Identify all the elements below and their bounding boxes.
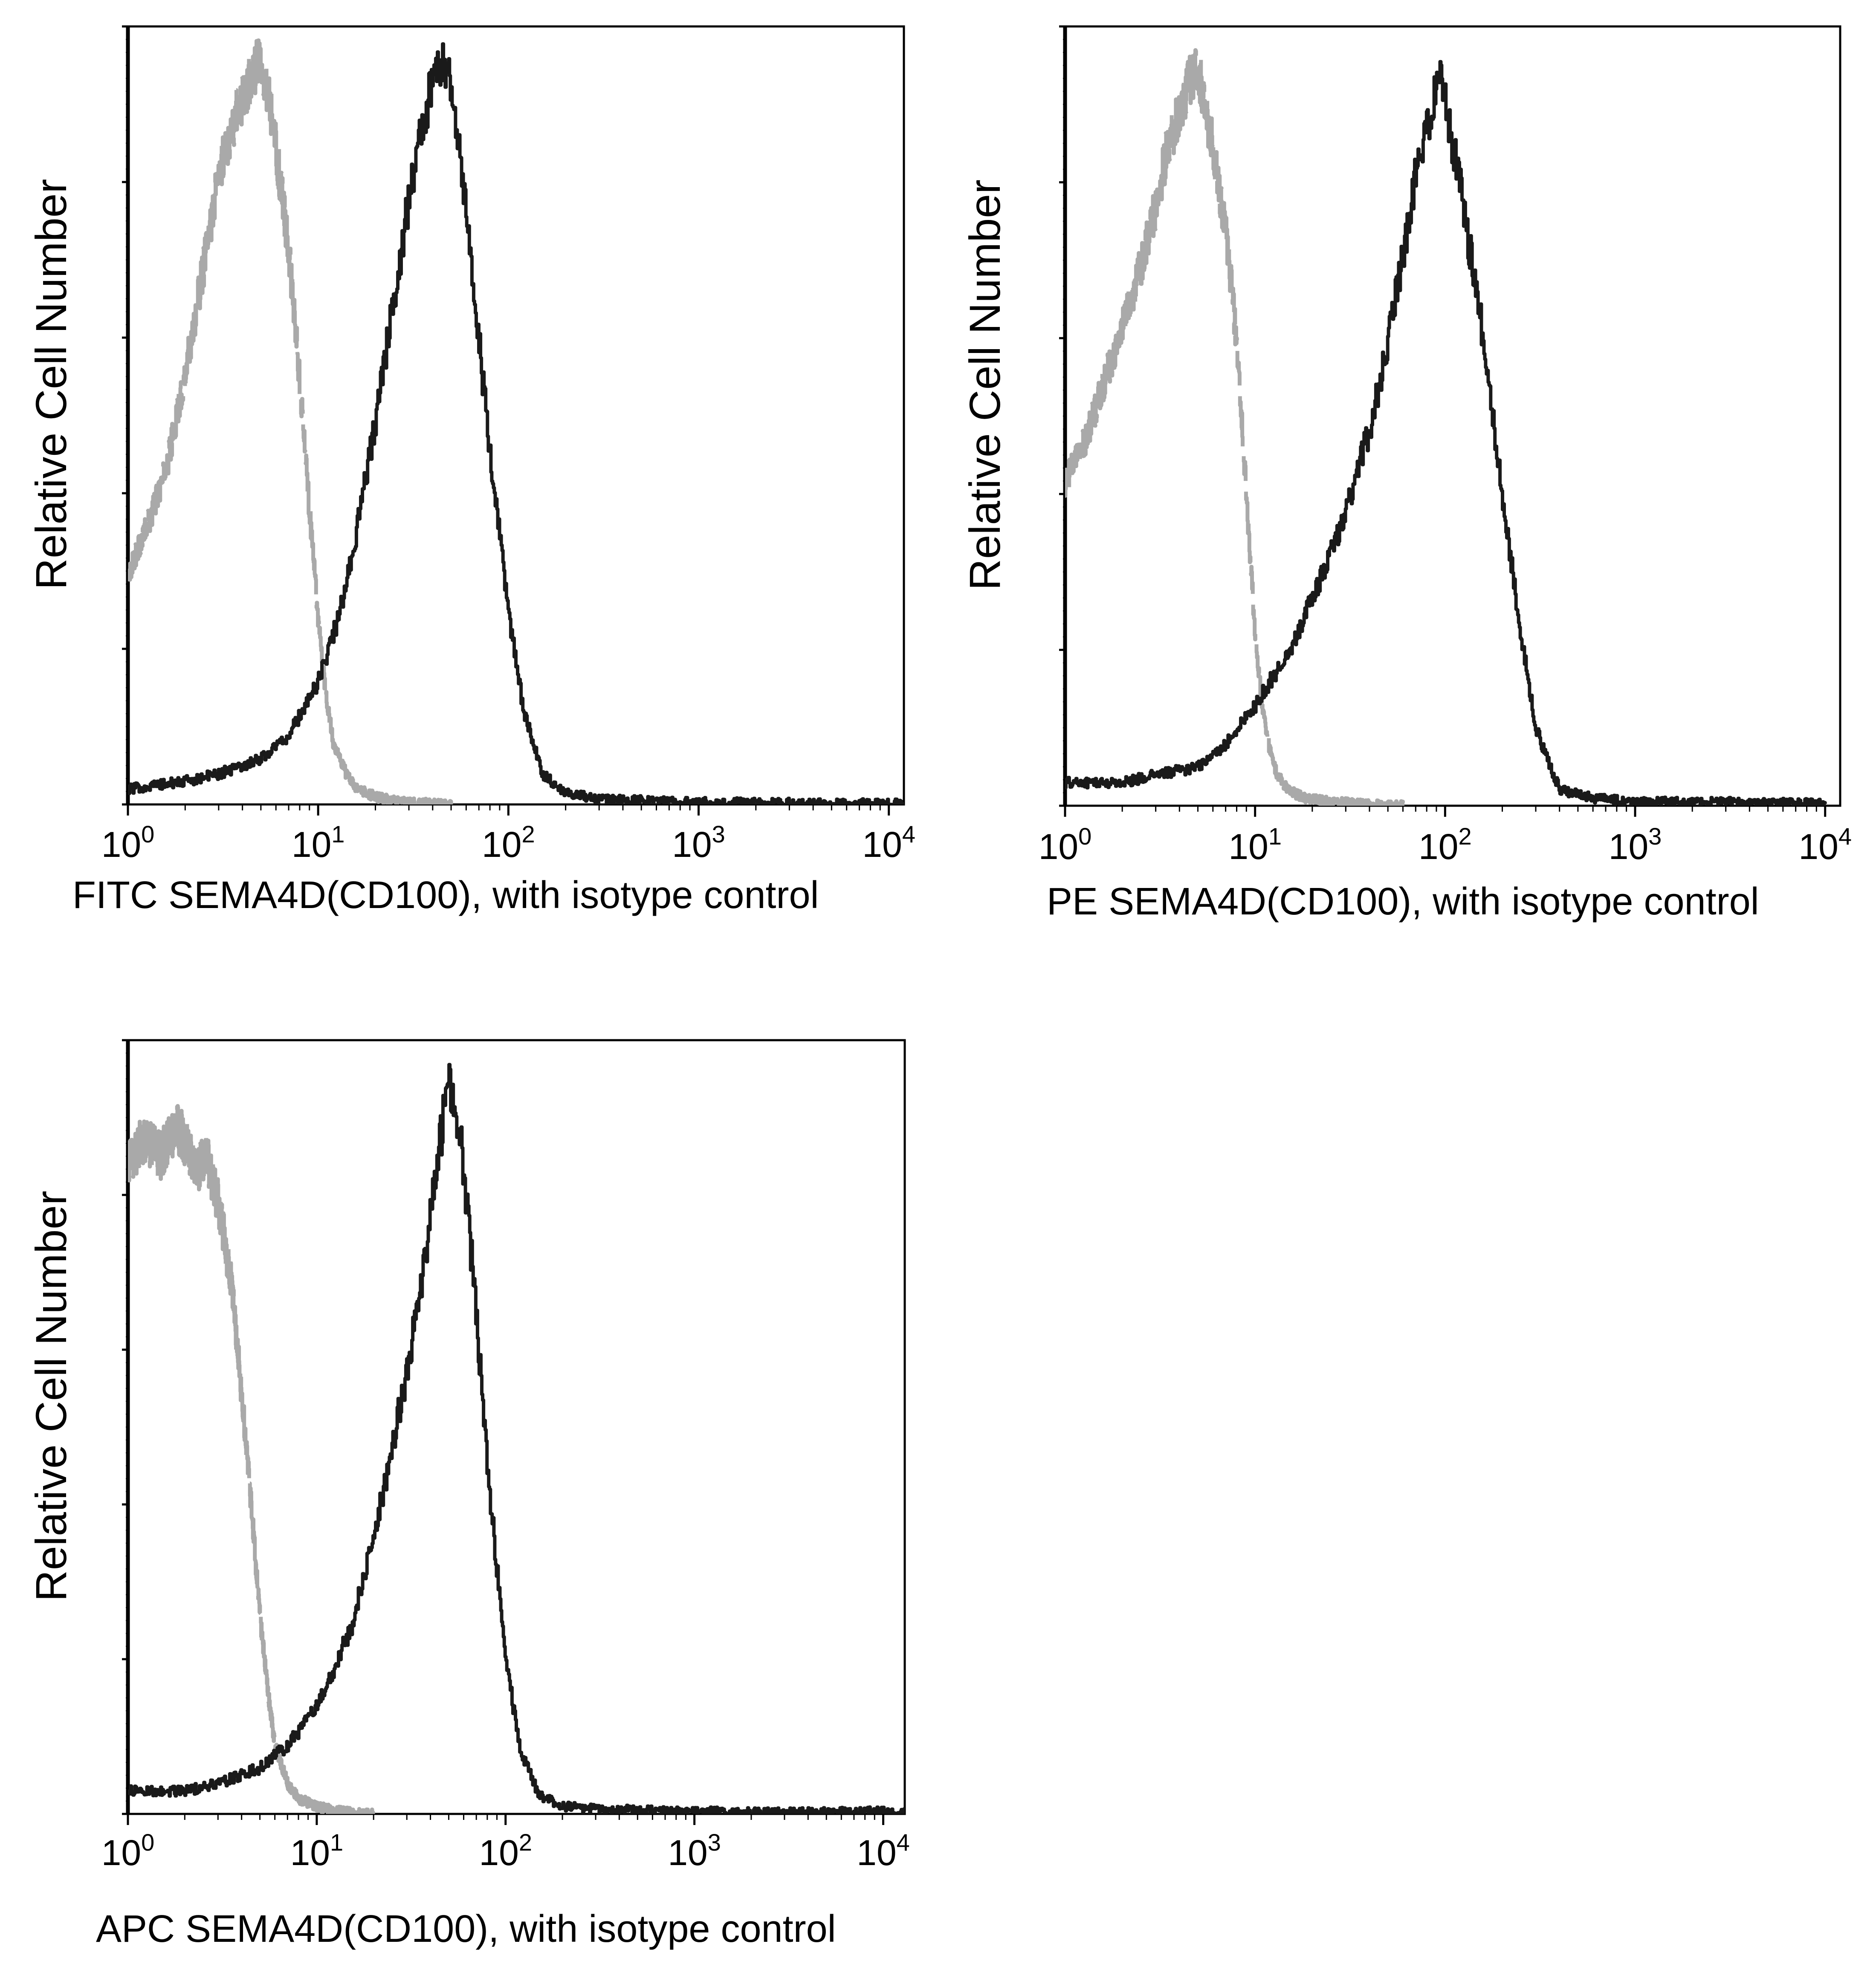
x-tick-base: 10 — [1798, 827, 1838, 867]
x-tick-exponent: 3 — [708, 1829, 721, 1856]
x-tick-label: 102 — [479, 1829, 532, 1873]
sema4d-histogram — [1065, 60, 1827, 806]
x-tick-base: 10 — [857, 1833, 896, 1873]
x-tick-base: 10 — [1039, 827, 1078, 867]
y-axis-label: Relative Cell Number — [27, 179, 75, 590]
x-tick-label: 103 — [1609, 823, 1662, 867]
x-tick-exponent: 4 — [902, 821, 915, 847]
x-tick-label: 100 — [1039, 823, 1092, 867]
x-tick-label: 101 — [292, 821, 345, 865]
x-tick-exponent: 3 — [712, 821, 725, 847]
isotype-control-histogram — [128, 1104, 376, 1814]
x-tick-base: 10 — [1228, 827, 1268, 867]
x-tick-base: 10 — [292, 824, 331, 865]
x-tick-base: 10 — [668, 1833, 707, 1873]
x-tick-label: 102 — [482, 821, 535, 865]
x-tick-base: 10 — [290, 1833, 330, 1873]
x-tick-exponent: 1 — [1268, 823, 1282, 850]
isotype-control-histogram — [1065, 46, 1405, 806]
x-tick-base: 10 — [672, 824, 712, 865]
x-tick-exponent: 3 — [1648, 823, 1662, 850]
x-tick-base: 10 — [1609, 827, 1648, 867]
x-tick-exponent: 2 — [521, 821, 535, 847]
isotype-control-histogram — [128, 38, 453, 804]
x-axis-label: FITC SEMA4D(CD100), with isotype control — [72, 874, 819, 917]
x-tick-exponent: 0 — [1078, 823, 1091, 850]
x-tick-base: 10 — [101, 1833, 141, 1873]
x-tick-exponent: 0 — [141, 1829, 154, 1856]
x-tick-exponent: 2 — [519, 1829, 532, 1856]
sema4d-histogram — [128, 42, 904, 804]
x-tick-base: 10 — [1419, 827, 1458, 867]
x-tick-base: 10 — [479, 1833, 518, 1873]
y-axis-label: Relative Cell Number — [27, 1191, 75, 1602]
x-tick-label: 103 — [668, 1829, 721, 1873]
x-tick-label: 104 — [857, 1829, 910, 1873]
plot-frame — [127, 25, 905, 806]
x-tick-label: 102 — [1419, 823, 1472, 867]
x-tick-exponent: 2 — [1458, 823, 1471, 850]
x-tick-exponent: 4 — [1838, 823, 1852, 850]
x-tick-label: 100 — [101, 1829, 155, 1873]
x-tick-label: 100 — [101, 821, 155, 865]
x-tick-exponent: 0 — [141, 821, 154, 847]
x-tick-label: 104 — [862, 821, 915, 865]
x-tick-label: 101 — [290, 1829, 344, 1873]
y-axis-label: Relative Cell Number — [961, 179, 1009, 590]
x-axis-label: PE SEMA4D(CD100), with isotype control — [1047, 880, 1759, 923]
x-tick-base: 10 — [101, 824, 141, 865]
x-tick-label: 101 — [1228, 823, 1282, 867]
x-tick-base: 10 — [482, 824, 521, 865]
x-tick-label: 104 — [1798, 823, 1852, 867]
x-tick-exponent: 4 — [897, 1829, 910, 1856]
x-tick-label: 103 — [672, 821, 725, 865]
sema4d-histogram — [128, 1063, 905, 1814]
x-axis-label: APC SEMA4D(CD100), with isotype control — [96, 1908, 836, 1950]
x-tick-base: 10 — [862, 824, 902, 865]
x-tick-exponent: 1 — [330, 1829, 343, 1856]
x-tick-exponent: 1 — [331, 821, 345, 847]
